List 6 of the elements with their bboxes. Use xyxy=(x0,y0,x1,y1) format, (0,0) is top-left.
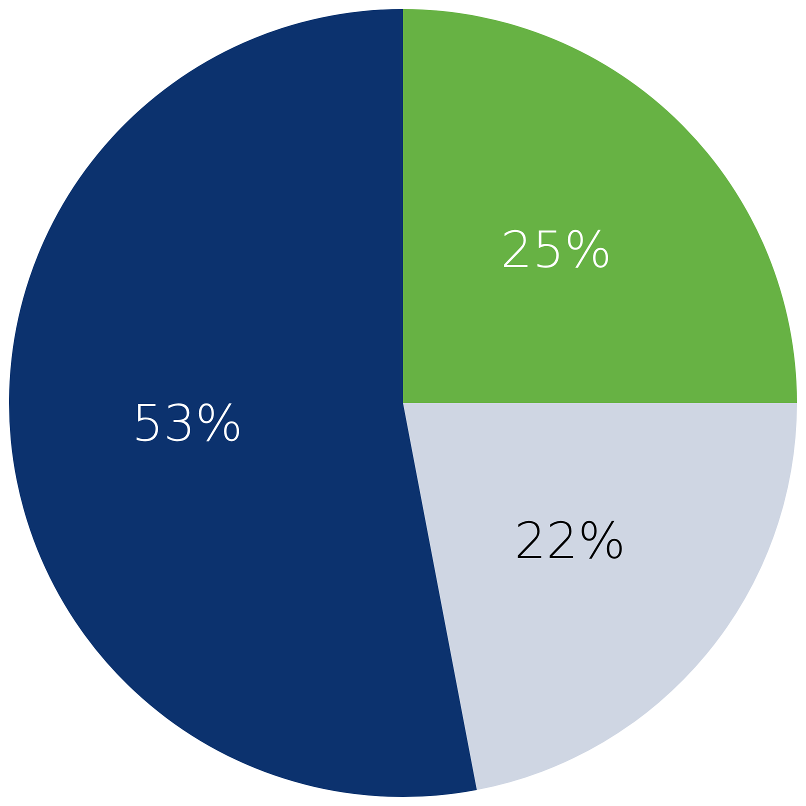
data-label: 53% xyxy=(132,394,243,452)
data-label: 22% xyxy=(514,512,626,570)
pie-slice xyxy=(403,403,797,790)
pie-slice xyxy=(9,9,477,796)
data-label: 25% xyxy=(500,220,612,279)
pie-slice xyxy=(403,9,797,403)
